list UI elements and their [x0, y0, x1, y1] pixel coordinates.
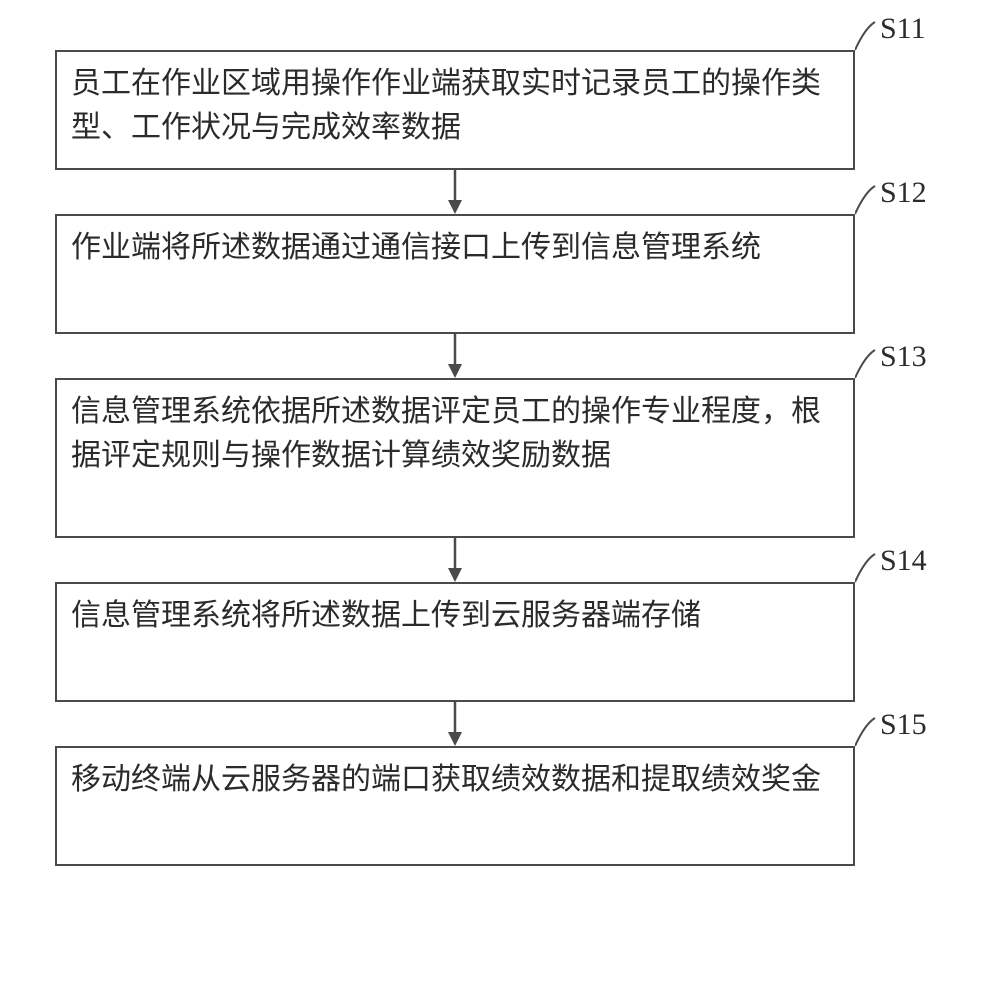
- step-text-s15: 移动终端从云服务器的端口获取绩效数据和提取绩效奖金: [71, 758, 839, 802]
- step-text-s13: 信息管理系统依据所述数据评定员工的操作专业程度，根据评定规则与操作数据计算绩效奖…: [71, 390, 839, 477]
- step-label-s13: S13: [880, 340, 927, 374]
- step-box-s11: 员工在作业区域用操作作业端获取实时记录员工的操作类型、工作状况与完成效率数据: [55, 50, 855, 170]
- arrow-s14-s15: [445, 702, 465, 746]
- step-label-s15: S15: [880, 708, 927, 742]
- step-label-s14: S14: [880, 544, 927, 578]
- step-label-s11: S11: [880, 12, 926, 46]
- step-text-s12: 作业端将所述数据通过通信接口上传到信息管理系统: [71, 226, 839, 270]
- step-text-s11: 员工在作业区域用操作作业端获取实时记录员工的操作类型、工作状况与完成效率数据: [71, 62, 839, 149]
- arrow-s12-s13: [445, 334, 465, 378]
- arrow-s11-s12: [445, 170, 465, 214]
- step-box-s14: 信息管理系统将所述数据上传到云服务器端存储: [55, 582, 855, 702]
- step-box-s15: 移动终端从云服务器的端口获取绩效数据和提取绩效奖金: [55, 746, 855, 866]
- step-box-s12: 作业端将所述数据通过通信接口上传到信息管理系统: [55, 214, 855, 334]
- step-text-s14: 信息管理系统将所述数据上传到云服务器端存储: [71, 594, 839, 638]
- step-box-s13: 信息管理系统依据所述数据评定员工的操作专业程度，根据评定规则与操作数据计算绩效奖…: [55, 378, 855, 538]
- step-label-s12: S12: [880, 176, 927, 210]
- flowchart-canvas: S11 员工在作业区域用操作作业端获取实时记录员工的操作类型、工作状况与完成效率…: [0, 0, 989, 1000]
- arrow-s13-s14: [445, 538, 465, 582]
